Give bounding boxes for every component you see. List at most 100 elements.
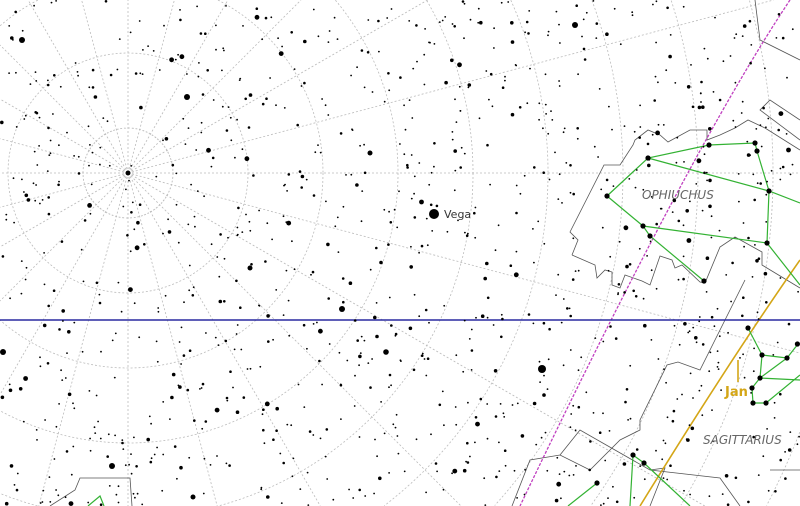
star xyxy=(523,174,526,177)
star xyxy=(734,126,737,128)
star xyxy=(359,352,362,354)
star xyxy=(355,183,359,187)
star xyxy=(438,403,442,407)
star xyxy=(748,19,752,23)
star xyxy=(572,237,575,240)
star xyxy=(562,364,565,367)
star xyxy=(266,495,270,499)
star xyxy=(498,441,500,444)
star xyxy=(354,374,356,377)
star xyxy=(171,163,175,167)
boundary-lower-left xyxy=(49,477,133,506)
star xyxy=(504,464,507,467)
star xyxy=(500,313,503,316)
star xyxy=(635,169,638,171)
star xyxy=(677,278,680,281)
star xyxy=(235,279,238,283)
star xyxy=(575,465,577,467)
star xyxy=(540,436,543,439)
star xyxy=(532,322,535,325)
star xyxy=(413,216,417,219)
star xyxy=(777,128,780,132)
star xyxy=(176,477,178,480)
star xyxy=(319,437,322,440)
star xyxy=(651,133,654,136)
star xyxy=(264,260,267,263)
star xyxy=(533,166,536,169)
star xyxy=(705,291,708,293)
constellation-star xyxy=(763,400,769,406)
star xyxy=(4,501,9,506)
star xyxy=(513,272,519,278)
star xyxy=(457,219,459,222)
constellation-star xyxy=(641,460,647,466)
star xyxy=(604,459,607,462)
star xyxy=(514,64,517,66)
star xyxy=(489,183,491,186)
star xyxy=(73,407,76,410)
constellation-star xyxy=(754,148,760,154)
star xyxy=(248,220,251,223)
star xyxy=(498,470,501,472)
star xyxy=(339,383,343,387)
star xyxy=(557,273,560,276)
star xyxy=(542,171,545,174)
star xyxy=(118,38,121,40)
star xyxy=(474,236,477,239)
star xyxy=(87,125,90,128)
star xyxy=(520,434,525,438)
star xyxy=(430,433,432,436)
star xyxy=(180,363,183,365)
star xyxy=(300,186,304,189)
star xyxy=(99,163,101,166)
star xyxy=(158,69,161,71)
star xyxy=(612,485,614,488)
star xyxy=(132,492,135,495)
star xyxy=(677,219,681,223)
star xyxy=(503,416,506,418)
star xyxy=(390,8,393,10)
star xyxy=(18,387,23,391)
star xyxy=(285,269,288,272)
star xyxy=(33,4,35,7)
star xyxy=(300,174,305,179)
star xyxy=(390,324,393,327)
star xyxy=(214,336,217,339)
star xyxy=(387,243,390,246)
star xyxy=(493,27,495,30)
star xyxy=(416,60,418,63)
star xyxy=(275,406,280,411)
star xyxy=(65,450,69,453)
grid-circle xyxy=(384,173,549,506)
star xyxy=(76,71,79,73)
star xyxy=(474,441,476,444)
star xyxy=(743,376,746,379)
grid-meridian xyxy=(0,172,129,208)
star xyxy=(244,97,247,101)
star xyxy=(73,321,76,324)
star xyxy=(266,314,270,318)
constellation-star xyxy=(604,193,610,199)
star xyxy=(116,68,119,71)
star xyxy=(24,193,29,198)
star xyxy=(639,104,641,107)
star xyxy=(236,226,239,229)
star xyxy=(223,257,226,260)
star xyxy=(428,183,431,186)
grid-meridian xyxy=(127,172,321,506)
star xyxy=(88,86,91,89)
star xyxy=(236,324,239,326)
star xyxy=(634,295,638,298)
star xyxy=(518,106,522,109)
star xyxy=(8,383,11,386)
star xyxy=(666,478,669,481)
star xyxy=(201,93,205,96)
star xyxy=(467,83,472,87)
star xyxy=(363,171,367,175)
star xyxy=(214,407,220,413)
star xyxy=(725,274,728,276)
star xyxy=(708,127,712,131)
star xyxy=(215,48,217,51)
star xyxy=(765,193,768,196)
